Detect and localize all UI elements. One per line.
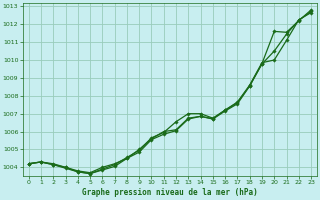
X-axis label: Graphe pression niveau de la mer (hPa): Graphe pression niveau de la mer (hPa) — [82, 188, 258, 197]
